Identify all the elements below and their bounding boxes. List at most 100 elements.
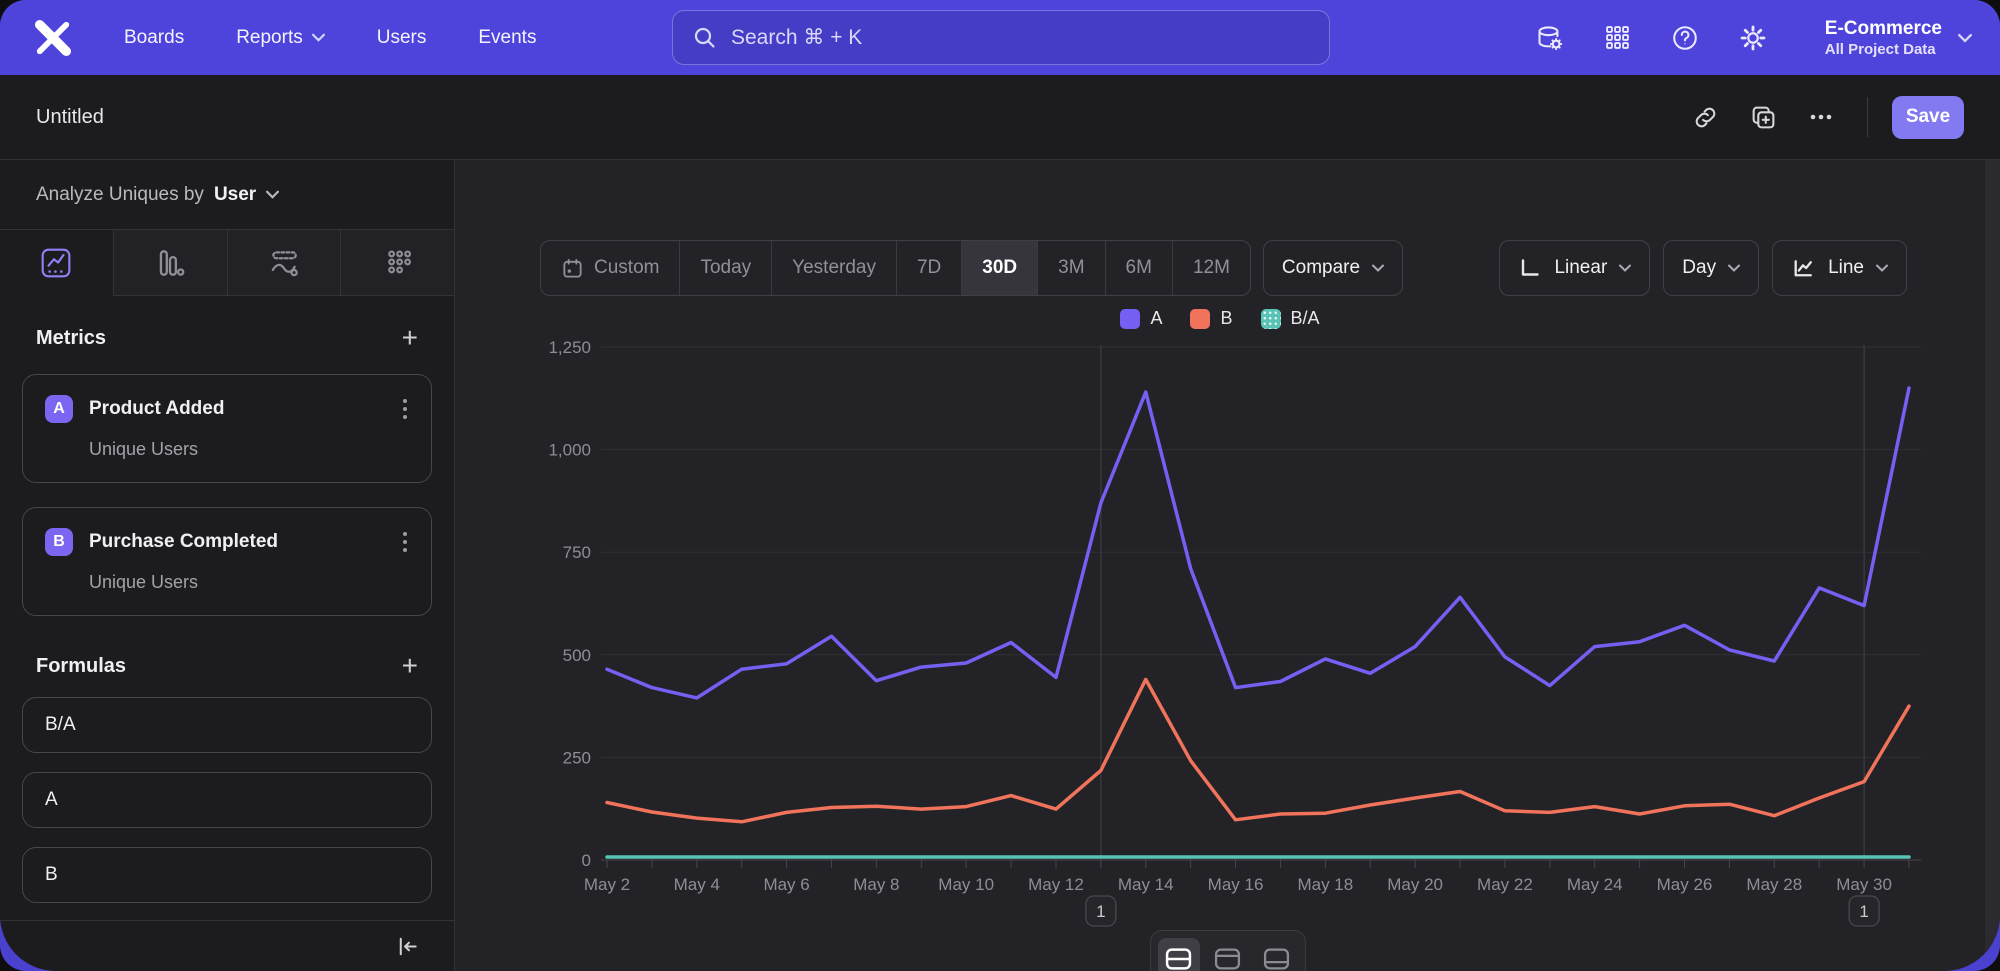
apps-grid-icon[interactable]: [1602, 23, 1632, 53]
legend-item-ba[interactable]: B/A: [1260, 308, 1320, 329]
collapse-sidebar-icon[interactable]: [395, 934, 420, 959]
metric-name: Product Added: [89, 398, 225, 419]
save-button[interactable]: Save: [1892, 95, 1964, 139]
chart-type-dropdown[interactable]: Line: [1772, 240, 1907, 296]
metric-badge: B: [45, 528, 73, 556]
svg-text:May 12: May 12: [1028, 875, 1084, 894]
formula-card[interactable]: A: [22, 772, 432, 828]
svg-text:May 18: May 18: [1297, 875, 1353, 894]
range-6m[interactable]: 6M: [1104, 241, 1172, 295]
divider: [1867, 97, 1868, 137]
tab-insights-chart[interactable]: [0, 230, 113, 296]
compare-button[interactable]: Compare: [1262, 240, 1404, 296]
annotation-badge[interactable]: 1: [1848, 895, 1880, 927]
chevron-down-icon: [266, 190, 280, 199]
metric-card-a[interactable]: A Product Added Unique Users: [22, 374, 432, 483]
annotation-badge[interactable]: 1: [1085, 895, 1117, 927]
chevron-down-icon: [311, 33, 325, 42]
svg-text:May 24: May 24: [1567, 875, 1623, 894]
metric-menu-icon[interactable]: [399, 528, 411, 556]
chevron-down-icon: [1619, 264, 1632, 272]
report-title[interactable]: Untitled: [36, 105, 104, 128]
svg-text:May 10: May 10: [938, 875, 994, 894]
panel-layout-toggle: [1149, 930, 1306, 971]
query-sidebar: Analyze Uniques by User: [0, 160, 455, 971]
metric-measure[interactable]: Unique Users: [89, 439, 199, 459]
nav-boards[interactable]: Boards: [124, 26, 185, 48]
range-30d[interactable]: 30D: [961, 241, 1038, 295]
range-custom[interactable]: Custom: [541, 241, 679, 295]
top-navbar: Boards Reports Users Events Search ⌘ + K: [0, 0, 2000, 75]
line-chart[interactable]: 0 250 500 750 1,000 1,250 May 2 May 4 May 6 May 8…: [455, 330, 1984, 950]
chart-controls: Custom Today Yesterday 7D 30D 3M 6M 12M …: [540, 240, 1907, 296]
metric-measure[interactable]: Unique Users: [89, 572, 199, 592]
project-name: E-Commerce: [1824, 17, 1942, 39]
legend-swatch: [1120, 308, 1141, 329]
tab-metric-grid[interactable]: [340, 230, 454, 296]
chart-panel: Custom Today Yesterday 7D 30D 3M 6M 12M …: [455, 160, 2000, 971]
svg-text:May 22: May 22: [1477, 875, 1533, 894]
svg-text:500: 500: [563, 646, 591, 665]
copy-link-icon[interactable]: [1683, 95, 1727, 139]
tab-bar-chart[interactable]: [112, 230, 227, 296]
scale-dropdown[interactable]: Linear: [1499, 240, 1651, 296]
interval-dropdown[interactable]: Day: [1663, 240, 1760, 296]
nav-events[interactable]: Events: [478, 26, 537, 48]
layout-top-icon[interactable]: [1207, 938, 1249, 971]
legend-swatch: [1190, 308, 1211, 329]
range-7d[interactable]: 7D: [895, 241, 961, 295]
svg-text:May 28: May 28: [1746, 875, 1802, 894]
svg-text:250: 250: [563, 748, 591, 767]
chevron-down-icon: [1958, 33, 1972, 43]
topbar-icons: [1534, 0, 1768, 75]
layout-bottom-icon[interactable]: [1256, 938, 1298, 971]
sidebar-body: Metrics + A Product Added Unique Users: [0, 296, 454, 920]
svg-text:May 26: May 26: [1657, 875, 1713, 894]
formula-card[interactable]: B: [22, 847, 432, 903]
more-options-icon[interactable]: [1799, 95, 1843, 139]
tab-flow-chart[interactable]: [226, 230, 341, 296]
svg-text:May 6: May 6: [763, 875, 809, 894]
nav-reports[interactable]: Reports: [236, 27, 325, 49]
svg-text:1,250: 1,250: [548, 338, 591, 357]
duplicate-icon[interactable]: [1741, 95, 1785, 139]
range-today[interactable]: Today: [679, 241, 771, 295]
scrollbar-gutter: [1985, 160, 2000, 971]
legend-swatch: [1260, 308, 1281, 329]
svg-text:May 30: May 30: [1836, 875, 1892, 894]
formula-card[interactable]: B/A: [22, 697, 432, 753]
data-management-icon[interactable]: [1534, 23, 1564, 53]
search-icon: [693, 26, 717, 50]
svg-text:May 4: May 4: [674, 875, 720, 894]
add-metric-button[interactable]: +: [401, 322, 418, 353]
metric-menu-icon[interactable]: [399, 395, 411, 423]
project-switcher[interactable]: E-Commerce All Project Data: [1825, 0, 1972, 75]
settings-gear-icon[interactable]: [1738, 23, 1768, 53]
help-icon[interactable]: [1670, 23, 1700, 53]
range-12m[interactable]: 12M: [1171, 241, 1250, 295]
chart-legend: A B B/A: [455, 308, 1985, 329]
svg-text:May 2: May 2: [584, 875, 630, 894]
svg-text:1: 1: [1096, 902, 1105, 921]
mixpanel-logo-icon[interactable]: [30, 17, 76, 59]
nav-users[interactable]: Users: [376, 26, 427, 48]
chevron-down-icon: [1876, 264, 1888, 272]
search-input[interactable]: Search ⌘ + K: [672, 10, 1330, 65]
layout-split-icon[interactable]: [1157, 938, 1200, 971]
range-yesterday[interactable]: Yesterday: [771, 241, 896, 295]
linear-scale-icon: [1518, 256, 1542, 280]
formulas-header: Formulas: [36, 654, 127, 677]
metrics-header: Metrics: [36, 326, 107, 349]
metric-card-b[interactable]: B Purchase Completed Unique Users: [22, 507, 432, 616]
analyze-by-dropdown[interactable]: Analyze Uniques by User: [0, 160, 454, 230]
range-3m[interactable]: 3M: [1037, 241, 1104, 295]
metric-name: Purchase Completed: [89, 531, 278, 552]
search-placeholder: Search ⌘ + K: [731, 26, 863, 49]
svg-text:1: 1: [1859, 902, 1868, 921]
add-formula-button[interactable]: +: [401, 650, 418, 681]
metric-badge: A: [45, 395, 73, 423]
legend-item-a[interactable]: A: [1120, 308, 1162, 329]
legend-item-b[interactable]: B: [1190, 308, 1233, 329]
svg-text:May 20: May 20: [1387, 875, 1443, 894]
